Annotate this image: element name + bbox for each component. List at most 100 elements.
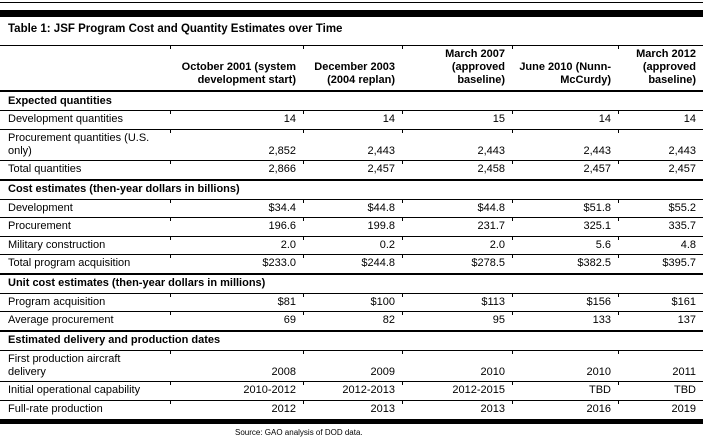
cell-value: 2013 (303, 399, 402, 418)
cell-value: 2,457 (618, 160, 703, 180)
table-row: First production aircraft delivery 2008 … (0, 349, 703, 382)
row-label: Development (0, 198, 170, 218)
column-header-mar-2012: March 2012 (approved baseline) (618, 45, 703, 92)
table-row: Full-rate production 2012 2013 2013 2016… (0, 399, 703, 418)
table-row: Total quantities 2,866 2,457 2,458 2,457… (0, 160, 703, 180)
cell-value: 4.8 (618, 235, 703, 255)
table-row: Military construction 2.0 0.2 2.0 5.6 4.… (0, 235, 703, 255)
cell-value: 82 (303, 311, 402, 331)
column-header-mar-2007: March 2007 (approved baseline) (402, 45, 512, 92)
cell-value: 2012-2013 (303, 381, 402, 400)
cell-value: 196.6 (170, 217, 303, 236)
cell-value: 69 (170, 311, 303, 331)
cell-value: $51.8 (512, 198, 618, 218)
column-header-blank (0, 45, 170, 92)
cell-value: $156 (512, 292, 618, 312)
section-header: Expected quantities (0, 90, 703, 111)
section-header: Unit cost estimates (then-year dollars i… (0, 272, 703, 293)
row-label: Total program acquisition (0, 254, 170, 274)
table-title: Table 1: JSF Program Cost and Quantity E… (8, 23, 343, 35)
column-header-oct-2001: October 2001 (system development start) (170, 45, 303, 92)
cell-value: 95 (402, 311, 512, 331)
cell-value: $44.8 (303, 198, 402, 218)
cell-value: 2,443 (402, 128, 512, 161)
cell-value: 2,457 (303, 160, 402, 180)
row-label: First production aircraft delivery (0, 349, 170, 382)
cell-value: 14 (618, 110, 703, 129)
cell-value: 14 (303, 110, 402, 129)
cell-value: $278.5 (402, 254, 512, 274)
cell-value: 2010-2012 (170, 381, 303, 400)
cell-value: 15 (402, 110, 512, 129)
cell-value: 199.8 (303, 217, 402, 236)
table-row: Development quantities 14 14 15 14 14 (0, 110, 703, 129)
cell-value: 2010 (512, 349, 618, 382)
cell-value: 2010 (402, 349, 512, 382)
cell-value: 2,443 (618, 128, 703, 161)
row-label: Procurement (0, 217, 170, 236)
section-header-row: Unit cost estimates (then-year dollars i… (0, 272, 703, 293)
cell-value: 2016 (512, 399, 618, 418)
cell-value: $244.8 (303, 254, 402, 274)
cell-value: 325.1 (512, 217, 618, 236)
cell-value: $44.8 (402, 198, 512, 218)
cell-value: 2,852 (170, 128, 303, 161)
cell-value: $100 (303, 292, 402, 312)
cell-value: 231.7 (402, 217, 512, 236)
estimates-table: October 2001 (system development start) … (0, 45, 703, 418)
section-header: Cost estimates (then-year dollars in bil… (0, 178, 703, 199)
top-thin-rule (0, 2, 703, 3)
cell-value: 133 (512, 311, 618, 331)
cell-value: $395.7 (618, 254, 703, 274)
table-row: Program acquisition $81 $100 $113 $156 $… (0, 292, 703, 312)
cell-value: $382.5 (512, 254, 618, 274)
table-row: Average procurement 69 82 95 133 137 (0, 311, 703, 331)
cell-value: 5.6 (512, 235, 618, 255)
cell-value: 2,443 (303, 128, 402, 161)
cell-value: 2008 (170, 349, 303, 382)
cell-value: 2012 (170, 399, 303, 418)
row-label: Initial operational capability (0, 381, 170, 400)
column-header-jun-2010: June 2010 (Nunn-McCurdy) (512, 45, 618, 92)
cell-value: $34.4 (170, 198, 303, 218)
row-label: Program acquisition (0, 292, 170, 312)
cell-value: 2012-2015 (402, 381, 512, 400)
cell-value: 2013 (402, 399, 512, 418)
row-label: Total quantities (0, 160, 170, 180)
table-row: Initial operational capability 2010-2012… (0, 381, 703, 400)
cell-value: 2,458 (402, 160, 512, 180)
row-label: Development quantities (0, 110, 170, 129)
cell-value: 2019 (618, 399, 703, 418)
table-row: Procurement 196.6 199.8 231.7 325.1 335.… (0, 217, 703, 236)
top-black-bar (0, 10, 703, 17)
source-note: Source: GAO analysis of DOD data. (235, 428, 363, 437)
table-row: Total program acquisition $233.0 $244.8 … (0, 254, 703, 274)
cell-value: $81 (170, 292, 303, 312)
cell-value: $55.2 (618, 198, 703, 218)
section-header-row: Cost estimates (then-year dollars in bil… (0, 178, 703, 199)
bottom-black-bar (0, 419, 703, 424)
cell-value: $113 (402, 292, 512, 312)
cell-value: 0.2 (303, 235, 402, 255)
cell-value: $161 (618, 292, 703, 312)
row-label: Full-rate production (0, 399, 170, 418)
row-label: Average procurement (0, 311, 170, 331)
section-header-row: Expected quantities (0, 90, 703, 111)
cell-value: 137 (618, 311, 703, 331)
cell-value: 2,457 (512, 160, 618, 180)
cell-value: 2,866 (170, 160, 303, 180)
row-label: Procurement quantities (U.S. only) (0, 128, 170, 161)
row-label: Military construction (0, 235, 170, 255)
cell-value: 14 (170, 110, 303, 129)
cell-value: $233.0 (170, 254, 303, 274)
cell-value: TBD (512, 381, 618, 400)
cell-value: 2.0 (402, 235, 512, 255)
cell-value: 2,443 (512, 128, 618, 161)
cell-value: 2011 (618, 349, 703, 382)
section-header-row: Estimated delivery and production dates (0, 329, 703, 350)
cell-value: 335.7 (618, 217, 703, 236)
table-row: Development $34.4 $44.8 $44.8 $51.8 $55.… (0, 198, 703, 218)
section-header: Estimated delivery and production dates (0, 329, 703, 350)
cell-value: TBD (618, 381, 703, 400)
column-header-dec-2003: December 2003 (2004 replan) (303, 45, 402, 92)
